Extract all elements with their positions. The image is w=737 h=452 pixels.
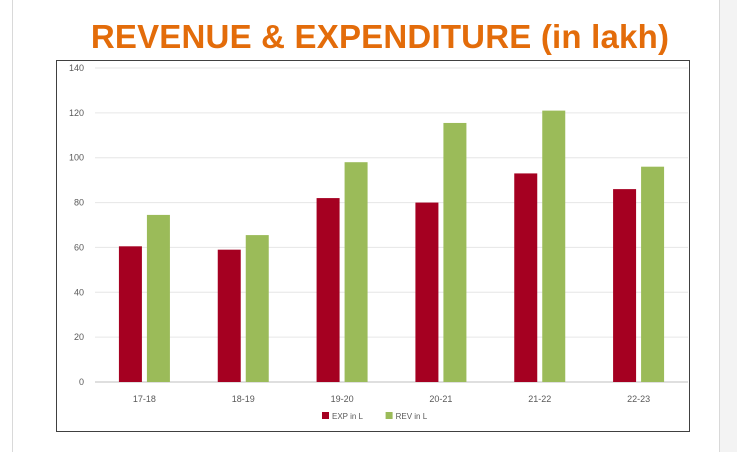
x-axis-ticks: 17-18 18-19 19-20 20-21 21-22 22-23 [133,394,650,404]
bar-exp-in-l-21-22 [514,173,538,382]
bar-rev-in-l-19-20 [344,162,368,382]
bar-exp-in-l-18-19 [217,249,241,382]
y-tick-label: 140 [69,63,84,73]
x-tick-label: 17-18 [133,394,156,404]
legend-label: EXP in L [332,412,364,421]
x-tick-label: 19-20 [331,394,354,404]
y-tick-label: 100 [69,153,84,163]
x-tick-label: 18-19 [232,394,255,404]
legend-swatch [322,412,329,419]
gridlines [95,67,688,383]
slide-edge-right [719,0,737,452]
bar-exp-in-l-22-23 [613,189,637,382]
y-tick-label: 120 [69,108,84,118]
slide-edge-left [12,0,13,452]
y-tick-label: 80 [74,198,84,208]
bar-exp-in-l-20-21 [415,202,439,382]
bar-exp-in-l-19-20 [316,198,340,382]
y-tick-label: 0 [79,377,84,387]
bar-rev-in-l-22-23 [641,166,665,382]
legend: EXP in L REV in L [322,412,428,421]
bar-rev-in-l-18-19 [245,235,269,382]
legend-label: REV in L [396,412,428,421]
y-tick-label: 40 [74,287,84,297]
bars [118,110,665,382]
y-tick-label: 20 [74,332,84,342]
legend-swatch [385,412,393,419]
y-tick-label: 60 [74,242,84,252]
chart-title: REVENUE & EXPENDITURE (in lakh) [90,18,670,55]
bar-rev-in-l-21-22 [542,110,566,382]
x-tick-label: 22-23 [627,394,650,404]
x-tick-label: 21-22 [528,394,551,404]
x-tick-label: 20-21 [429,394,452,404]
bar-rev-in-l-17-18 [146,214,170,382]
bar-rev-in-l-20-21 [443,122,467,382]
bar-exp-in-l-17-18 [118,246,142,382]
y-axis-ticks: 0 20 40 60 80 100 120 140 [69,63,84,387]
